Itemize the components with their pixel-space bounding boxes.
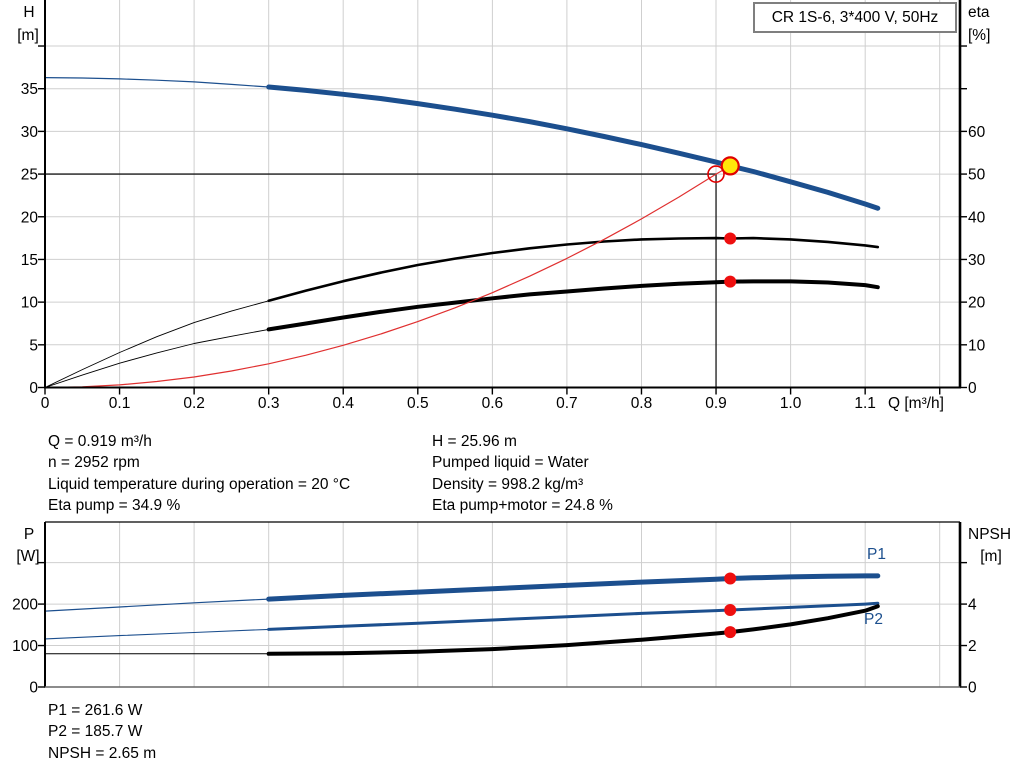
info-line-density: Density = 998.2 kg/m³	[432, 475, 584, 493]
p1-curve[interactable]	[266, 573, 881, 602]
x-axis-tick-label: 0.1	[109, 395, 131, 412]
eta-pump-motor-curve[interactable]	[266, 279, 880, 332]
x-axis-tick-label: 0.6	[482, 395, 504, 412]
left-axis-tick-label: 100	[12, 638, 38, 655]
p1-curve-label: P1	[867, 546, 886, 563]
x-axis-tick-label: 0.8	[631, 395, 653, 412]
info-line-eta-pump: Eta pump = 34.9 %	[48, 497, 181, 515]
x-axis-tick-label: 1.0	[780, 395, 802, 412]
right-axis-tick-label: 20	[968, 295, 986, 312]
eta-pump-curve[interactable]	[267, 236, 880, 303]
right-axis-tick-label: 40	[968, 209, 986, 226]
left-axis-tick-label: 0	[29, 680, 38, 697]
result-line-npsh: NPSH = 2.65 m	[48, 744, 157, 762]
left-axis-tick-label: 200	[12, 597, 38, 614]
duty-info-left-column: Q = 0.919 m³/h n = 2952 rpm Liquid tempe…	[48, 431, 350, 517]
p2-curve-label: P2	[864, 611, 883, 628]
p1-point-marker[interactable]	[724, 572, 737, 585]
x-axis-tick-label: 0.3	[258, 395, 280, 412]
npsh-point-marker[interactable]	[724, 626, 737, 639]
x-axis-caption: Q [m³/h]	[888, 395, 944, 412]
left-axis-tick-label: 25	[21, 167, 38, 184]
top-left-axis-unit: [m]	[17, 27, 39, 44]
bottom-left-axis-caption: P	[24, 526, 34, 543]
bottom-right-axis-unit: [m]	[980, 548, 1002, 565]
bottom-right-axis-caption: NPSH	[968, 526, 1011, 543]
result-line-p2: P2 = 185.7 W	[48, 723, 143, 741]
info-line-temperature: Liquid temperature during operation = 20…	[48, 475, 351, 493]
info-line-head: H = 25.96 m	[432, 433, 517, 450]
right-axis-tick-label: 60	[968, 124, 986, 141]
left-axis-tick-label: 35	[21, 81, 38, 98]
head-curve[interactable]	[266, 84, 881, 211]
p2-point-marker[interactable]	[724, 604, 737, 616]
x-axis-tick-label: 1.1	[854, 395, 876, 412]
x-axis-tick-label: 0.9	[705, 395, 727, 412]
top-right-axis-caption: eta	[968, 4, 990, 21]
x-axis-tick-label: 0.2	[183, 395, 205, 412]
eta-pump-curve-thin-segment[interactable]	[44, 300, 270, 388]
eta-pump-point-marker[interactable]	[724, 232, 737, 245]
info-line-flow: Q = 0.919 m³/h	[48, 433, 152, 450]
top-right-axis-unit: [%]	[968, 27, 990, 44]
info-line-eta-pump-motor: Eta pump+motor = 24.8 %	[432, 497, 613, 515]
p1-curve-thin-segment[interactable]	[44, 598, 270, 612]
info-line-speed: n = 2952 rpm	[48, 454, 140, 472]
x-axis-tick-label: 0	[41, 395, 50, 412]
system-curve[interactable]	[44, 165, 731, 389]
result-line-p1: P1 = 261.6 W	[48, 702, 143, 719]
right-axis-tick-label: 2	[968, 638, 977, 655]
requested-duty-point-marker[interactable]	[707, 165, 725, 183]
right-axis-tick-label: 50	[968, 167, 986, 184]
left-axis-tick-label: 10	[21, 295, 39, 312]
right-axis-tick-label: 0	[968, 380, 977, 397]
p2-curve[interactable]	[267, 601, 880, 631]
left-axis-tick-label: 5	[29, 337, 38, 354]
x-axis-tick-label: 0.7	[556, 395, 578, 412]
bottom-left-axis-unit: [W]	[16, 548, 39, 565]
eta-pump-motor-curve-thin-segment[interactable]	[44, 328, 270, 388]
p2-curve-thin-segment[interactable]	[44, 628, 270, 640]
top-left-axis-caption: H	[23, 4, 34, 21]
npsh-curve[interactable]	[266, 604, 880, 656]
duty-info-right-column: H = 25.96 m Pumped liquid = Water Densit…	[432, 431, 613, 517]
right-axis-tick-label: 30	[968, 252, 986, 269]
info-line-liquid: Pumped liquid = Water	[432, 454, 589, 472]
left-axis-tick-label: 30	[21, 124, 39, 141]
x-axis-tick-label: 0.5	[407, 395, 429, 412]
eta-pump-motor-point-marker[interactable]	[724, 275, 737, 288]
right-axis-tick-label: 0	[968, 680, 977, 697]
pump-title: CR 1S-6, 3*400 V, 50Hz	[771, 8, 939, 26]
right-axis-tick-label: 10	[968, 337, 986, 354]
duty-point-marker[interactable]	[720, 156, 740, 176]
x-axis-tick-label: 0.4	[332, 395, 354, 412]
pump-title-box: CR 1S-6, 3*400 V, 50Hz	[753, 2, 957, 33]
left-axis-tick-label: 15	[21, 252, 38, 269]
right-axis-tick-label: 4	[968, 597, 977, 614]
left-axis-tick-label: 0	[29, 380, 38, 397]
power-results-column: P1 = 261.6 W P2 = 185.7 W NPSH = 2.65 m	[48, 700, 156, 764]
head-curve-thin-segment[interactable]	[44, 76, 270, 88]
left-axis-tick-label: 20	[21, 209, 39, 226]
